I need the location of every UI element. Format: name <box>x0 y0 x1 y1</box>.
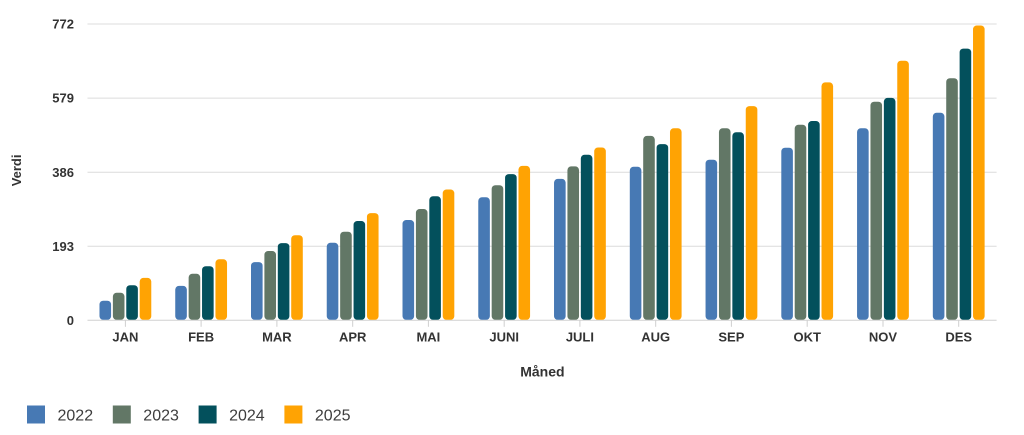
svg-text:AUG: AUG <box>641 330 670 345</box>
svg-text:579: 579 <box>52 91 74 106</box>
svg-text:Verdi: Verdi <box>9 155 24 187</box>
svg-text:MAI: MAI <box>416 330 440 345</box>
svg-text:2022: 2022 <box>58 408 94 425</box>
svg-text:386: 386 <box>52 165 74 180</box>
svg-text:APR: APR <box>339 330 367 345</box>
svg-text:JUNI: JUNI <box>489 330 519 345</box>
svg-text:2024: 2024 <box>229 408 265 425</box>
svg-text:0: 0 <box>67 313 74 328</box>
svg-text:193: 193 <box>52 239 74 254</box>
svg-text:FEB: FEB <box>188 330 214 345</box>
svg-text:NOV: NOV <box>869 330 898 345</box>
svg-text:DES: DES <box>945 330 972 345</box>
svg-text:MAR: MAR <box>262 330 292 345</box>
svg-text:2025: 2025 <box>315 408 351 425</box>
svg-text:772: 772 <box>52 17 74 32</box>
svg-text:JULI: JULI <box>566 330 594 345</box>
svg-text:SEP: SEP <box>718 330 744 345</box>
svg-text:2023: 2023 <box>143 408 179 425</box>
svg-text:Måned: Måned <box>520 364 564 380</box>
svg-text:JAN: JAN <box>112 330 138 345</box>
svg-text:OKT: OKT <box>793 330 821 345</box>
